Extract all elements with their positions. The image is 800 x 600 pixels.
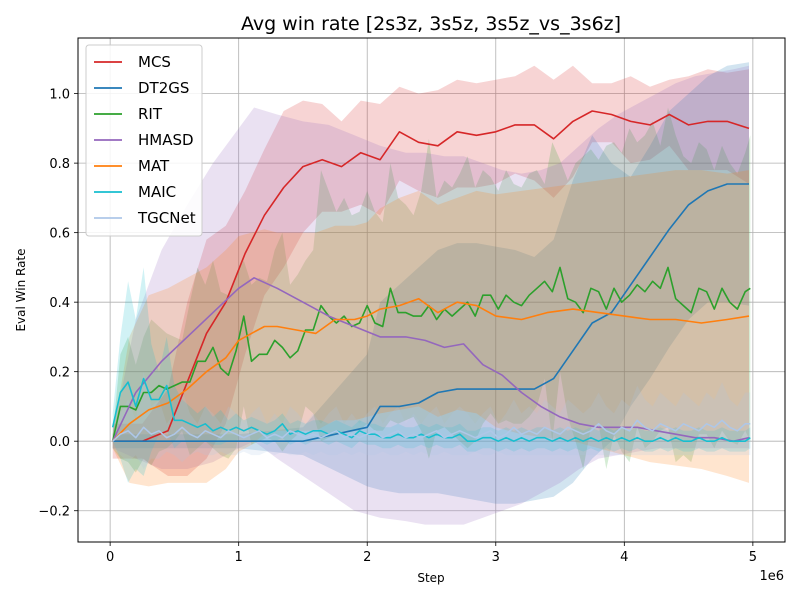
legend-label-mat: MAT [138, 157, 170, 175]
x-tick-label: 3 [492, 550, 500, 565]
confidence-bands [112, 62, 751, 525]
dt2gs-band [112, 62, 749, 504]
x-tick-label: 1 [235, 550, 243, 565]
mcs-band [112, 65, 749, 477]
rit-line [111, 266, 751, 442]
x-tick-label: 0 [106, 550, 114, 565]
plot-frame [77, 37, 786, 543]
tgcnet-band [112, 371, 751, 469]
hmasd-band [112, 65, 749, 525]
legend-label-dt2gs: DT2GS [138, 79, 189, 97]
y-tick-label: 1.0 [49, 88, 70, 103]
y-axis-label: Eval Win Rate [14, 248, 28, 331]
y-tick-label: 0.2 [49, 366, 70, 381]
legend: MCS DT2GS RIT HMASD MAT MAIC TGCNet [85, 44, 203, 237]
tgcnet-line [112, 419, 751, 442]
mcs-line [112, 110, 750, 443]
x-tick-label: 5 [749, 550, 757, 565]
dt2gs-line [112, 183, 749, 443]
x-tick-label: 4 [620, 550, 628, 565]
y-tick-label: 0.4 [49, 296, 70, 311]
x-axis-label: Step [417, 571, 444, 585]
rit-band [112, 107, 751, 473]
x-axis-ticks: 0 1 2 3 4 5 [106, 542, 757, 565]
chart-title: Avg win rate [2s3z, 3s5z, 3s5z_vs_3s6z] [241, 13, 621, 35]
legend-label-hmasd: HMASD [138, 131, 194, 149]
y-tick-label: −0.2 [38, 505, 70, 520]
y-tick-label: 0.6 [49, 227, 70, 242]
hmasd-line [111, 276, 750, 443]
legend-box [85, 44, 203, 237]
maic-line [111, 377, 751, 443]
x-tick-label: 2 [363, 550, 371, 565]
y-axis-ticks: −0.2 0.0 0.2 0.4 0.6 0.8 1.0 [38, 88, 78, 520]
legend-label-rit: RIT [138, 105, 163, 123]
maic-band [112, 267, 751, 483]
y-tick-label: 0.8 [49, 157, 70, 172]
mat-line [112, 297, 750, 442]
legend-label-tgcnet: TGCNet [137, 209, 196, 227]
series-lines [111, 110, 751, 443]
mat-band [112, 170, 749, 487]
legend-label-mcs: MCS [138, 53, 171, 71]
legend-label-maic: MAIC [138, 183, 176, 201]
x-axis-offset-label: 1e6 [759, 569, 784, 584]
y-tick-label: 0.0 [49, 435, 70, 450]
